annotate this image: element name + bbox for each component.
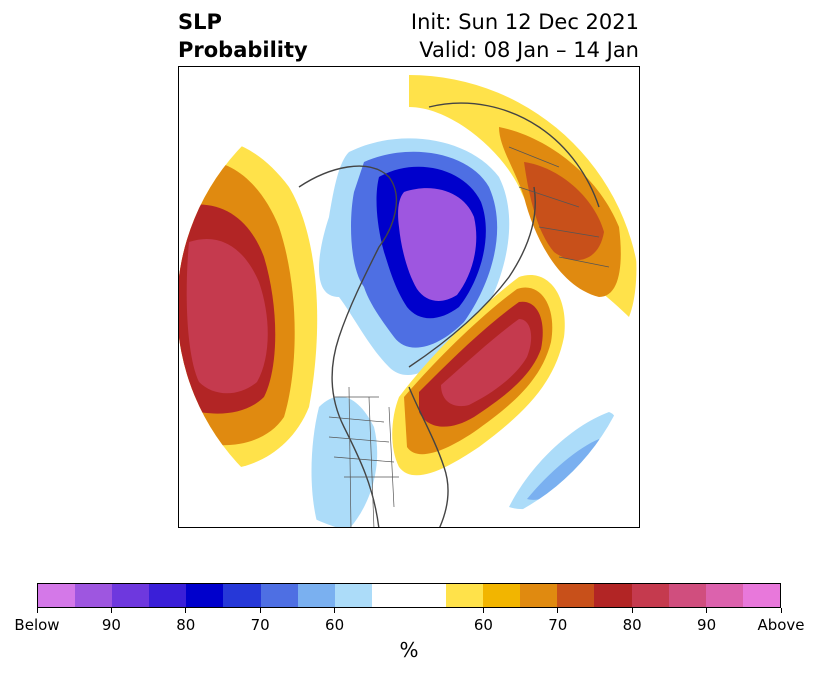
colorbar-segment	[557, 584, 595, 607]
colorbar-segment	[297, 584, 335, 607]
colorbar-segment	[223, 584, 261, 607]
high-east-core	[524, 162, 604, 261]
colorbar-tick-label: 70	[250, 616, 270, 634]
colorbar-segment	[520, 584, 558, 607]
colorbar-tick	[334, 608, 336, 613]
colorbar-segment	[408, 584, 447, 607]
colorbar-tick	[259, 608, 261, 613]
valid-date-range: Valid: 08 Jan – 14 Jan	[419, 38, 639, 62]
colorbar-tick-label: Above	[757, 616, 805, 634]
probability-map	[178, 66, 640, 528]
colorbar-tick	[557, 608, 559, 613]
colorbar-segment	[112, 584, 150, 607]
colorbar-tick-label: 80	[622, 616, 642, 634]
atlantic-low-60	[509, 412, 618, 510]
colorbar-segment	[371, 584, 409, 607]
colorbar-segment	[668, 584, 706, 607]
wna-low-60	[311, 396, 378, 527]
pacific-high-90	[186, 238, 268, 394]
arctic-low-90	[398, 188, 477, 301]
colorbar-tick-label: 70	[548, 616, 568, 634]
colorbar-segment	[594, 584, 632, 607]
colorbar-tick-label: 90	[697, 616, 717, 634]
colorbar-segment	[186, 584, 224, 607]
colorbar-segment	[631, 584, 669, 607]
colorbar-segment	[446, 584, 484, 607]
colorbar-segment	[334, 584, 372, 607]
colorbar-segment	[742, 584, 780, 607]
title-variable: SLP	[178, 10, 222, 34]
colorbar-tick-label: 80	[176, 616, 196, 634]
init-date: Init: Sun 12 Dec 2021	[410, 10, 639, 34]
colorbar-tick	[36, 608, 38, 613]
polar-map-canvas	[179, 75, 639, 527]
colorbar-tick-label: 90	[101, 616, 121, 634]
colorbar-tick-label: 60	[473, 616, 493, 634]
map-dates: Init: Sun 12 Dec 2021 Valid: 08 Jan – 14…	[411, 8, 639, 64]
colorbar-unit: %	[399, 638, 419, 662]
colorbar-tick	[631, 608, 633, 613]
colorbar-tick	[110, 608, 112, 613]
title-product: Probability	[178, 38, 308, 62]
colorbar-tick	[706, 608, 708, 613]
atlantic-low-70	[527, 439, 601, 500]
colorbar-segment	[149, 584, 187, 607]
na-high-90	[441, 319, 532, 407]
colorbar-tick	[185, 608, 187, 613]
colorbar-segment	[483, 584, 521, 607]
colorbar-segment	[705, 584, 743, 607]
colorbar-segment	[38, 584, 76, 607]
map-title: SLP Probability	[178, 8, 308, 64]
colorbar-segment	[260, 584, 298, 607]
colorbar-tick-label: Below	[14, 616, 60, 634]
colorbar-tick	[780, 608, 782, 613]
colorbar-segment	[75, 584, 113, 607]
colorbar-tick-label: 60	[325, 616, 345, 634]
colorbar-tick	[482, 608, 484, 613]
probability-colorbar	[37, 583, 781, 608]
